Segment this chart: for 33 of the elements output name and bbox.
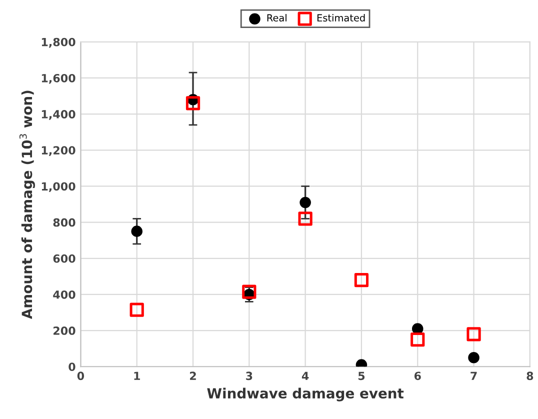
x-tick-label: 5: [358, 372, 365, 380]
y-tick-label: 0: [68, 362, 76, 372]
point: [410, 332, 425, 347]
point: [131, 226, 142, 237]
x-tick-label: 1: [134, 372, 140, 380]
x-axis-title: Windwave damage event: [207, 388, 404, 402]
y-tick-label: 1,600: [42, 74, 76, 84]
y-tick-label: 1,800: [42, 38, 76, 48]
point: [354, 272, 369, 288]
y-tick-label: 400: [53, 290, 76, 299]
y-tick-label: 1,200: [42, 146, 76, 156]
y-tick-label: 1,000: [42, 182, 76, 192]
x-tick-label: 7: [470, 372, 477, 380]
y-axis-title: Amount of damage (10$^{3}$ won): [19, 90, 35, 320]
point: [186, 96, 200, 110]
legend-label: Estimated: [317, 14, 365, 22]
y-tick-label: 1,400: [42, 110, 76, 120]
x-tick-label: 6: [414, 372, 421, 380]
x-tick-label: 4: [302, 372, 309, 380]
y-tick-label: 800: [53, 218, 76, 227]
legend-label: Real: [267, 14, 286, 22]
point: [466, 327, 481, 342]
point: [300, 196, 311, 208]
point: [468, 352, 480, 364]
point: [298, 212, 312, 226]
point: [242, 284, 256, 299]
x-tick-label: 0: [77, 372, 84, 380]
y-tick-label: 200: [54, 326, 76, 335]
x-tick-label: 2: [190, 372, 196, 380]
x-tick-label: 3: [246, 372, 252, 380]
x-tick-label: 8: [526, 372, 534, 380]
point: [130, 302, 144, 317]
y-tick-label: 600: [53, 254, 76, 263]
